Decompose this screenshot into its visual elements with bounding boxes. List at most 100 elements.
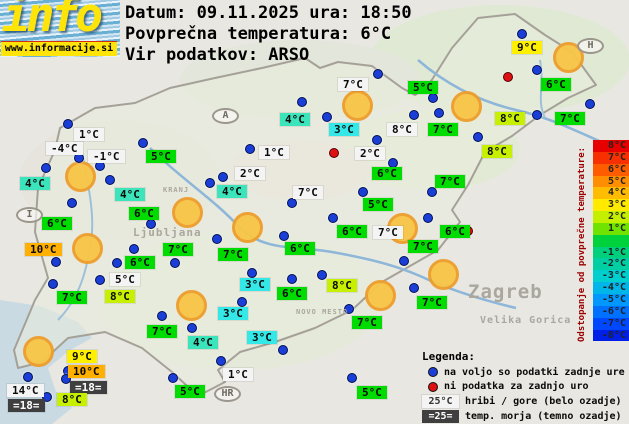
scale-band: 8°C — [593, 140, 629, 152]
station-dot-available — [517, 29, 527, 39]
station-dot-available — [41, 163, 51, 173]
station-dot-nodata — [329, 148, 339, 158]
station-temp-label: 10°C — [68, 365, 105, 378]
station-dot-available — [399, 256, 409, 266]
station-temp-label: 5°C — [408, 81, 438, 94]
station-dot-available — [287, 274, 297, 284]
station-dot-available — [170, 258, 180, 268]
scale-band: -7°C — [593, 317, 629, 330]
sun-marker-icon — [342, 90, 373, 121]
station-dot-available — [212, 234, 222, 244]
station-dot-available — [51, 257, 61, 267]
scale-band: -3°C — [593, 270, 629, 283]
station-temp-label: 5°C — [110, 273, 140, 286]
station-dot-available — [42, 392, 52, 402]
station-dot-available — [61, 374, 71, 384]
station-temp-label: 7°C — [293, 186, 323, 199]
deviation-scale: 8°C 7°C 6°C 5°C 4°C 3°C 2°C 1°C -1°C -2°C -3°C -4°C… — [593, 140, 629, 342]
station-temp-label: 5°C — [357, 386, 387, 399]
header-avg-temp: Povprečna temperatura: 6°C — [125, 24, 392, 44]
scale-band: 2°C — [593, 211, 629, 223]
station-temp-label: 6°C — [337, 225, 367, 238]
legend-item: =25= temp. morja (temno ozadje) — [422, 409, 625, 424]
station-temp-label: 10°C — [25, 243, 62, 256]
station-temp-label: 7°C — [417, 296, 447, 309]
station-temp-label: 6°C — [372, 167, 402, 180]
station-temp-label: 4°C — [20, 177, 50, 190]
station-dot-available — [187, 323, 197, 333]
legend-dot-red-icon — [428, 381, 438, 392]
station-temp-label: =18= — [70, 381, 107, 394]
station-temp-label: 6°C — [125, 256, 155, 269]
legend-item-text: na voljo so podatki zadnje ure — [444, 366, 625, 378]
scale-band — [593, 234, 629, 247]
header-source: Vir podatkov: ARSO — [125, 45, 310, 65]
country-marker-a: A — [212, 108, 239, 124]
legend-item: ni podatka za zadnjo uro — [422, 380, 625, 395]
station-temp-label: 1°C — [259, 146, 289, 159]
station-dot-available — [279, 231, 289, 241]
station-temp-label: 5°C — [175, 385, 205, 398]
station-temp-label: 1°C — [223, 368, 253, 381]
station-dot-available — [585, 99, 595, 109]
station-dot-available — [218, 172, 228, 182]
station-temp-label: 4°C — [115, 188, 145, 201]
city-label: KRANJ — [163, 186, 190, 194]
station-temp-label: 3°C — [218, 307, 248, 320]
scale-band: 5°C — [593, 175, 629, 188]
legend-chip-dark: =25= — [422, 409, 459, 423]
station-temp-label: 8°C — [105, 290, 135, 303]
station-temp-label: 8°C — [57, 393, 87, 406]
scale-band: -2°C — [593, 258, 629, 271]
station-temp-label: 5°C — [363, 198, 393, 211]
station-temp-label: 7°C — [352, 316, 382, 329]
logo-url-link[interactable]: www.informacije.si — [1, 41, 117, 56]
station-dot-available — [532, 65, 542, 75]
station-temp-label: 7°C — [57, 291, 87, 304]
legend: Legenda: na voljo so podatki zadnje ure n… — [422, 350, 625, 423]
station-dot-available — [473, 132, 483, 142]
scale-band: 3°C — [593, 199, 629, 212]
station-dot-available — [168, 373, 178, 383]
header-date: Datum: 09.11.2025 ura: 18:50 — [125, 3, 412, 23]
station-dot-available — [358, 187, 368, 197]
station-temp-label: 7°C — [163, 243, 193, 256]
legend-title: Legenda: — [422, 350, 475, 363]
station-temp-label: 6°C — [277, 287, 307, 300]
city-label: Velika Gorica — [480, 315, 572, 326]
station-dot-available — [317, 270, 327, 280]
station-dot-available — [67, 198, 77, 208]
station-dot-available — [347, 373, 357, 383]
station-temp-label: 6°C — [42, 217, 72, 230]
station-dot-available — [532, 110, 542, 120]
country-marker-h: H — [577, 38, 604, 54]
sun-marker-icon — [365, 280, 396, 311]
station-dot-available — [205, 178, 215, 188]
scale-band: -5°C — [593, 293, 629, 306]
station-temp-label: 8°C — [327, 279, 357, 292]
station-dot-available — [245, 144, 255, 154]
station-dot-available — [328, 213, 338, 223]
scale-band: -4°C — [593, 282, 629, 294]
station-dot-available — [427, 187, 437, 197]
station-dot-available — [95, 275, 105, 285]
sun-marker-icon — [172, 197, 203, 228]
sun-marker-icon — [72, 233, 103, 264]
station-temp-label: 9°C — [512, 41, 542, 54]
station-dot-available — [105, 175, 115, 185]
station-temp-label: 1°C — [74, 128, 104, 141]
site-logo[interactable]: info www.informacije.si — [0, 0, 120, 57]
station-dot-available — [48, 279, 58, 289]
scale-band: 7°C — [593, 151, 629, 164]
station-temp-label: 3°C — [329, 123, 359, 136]
station-dot-available — [237, 297, 247, 307]
station-dot-available — [112, 258, 122, 268]
country-marker-hr: HR — [214, 386, 241, 402]
country-marker-i: I — [16, 207, 43, 223]
station-dot-available — [247, 268, 257, 278]
station-dot-available — [23, 372, 33, 382]
scale-band: 4°C — [593, 187, 629, 200]
station-dot-available — [287, 198, 297, 208]
station-temp-label: 7°C — [435, 175, 465, 188]
